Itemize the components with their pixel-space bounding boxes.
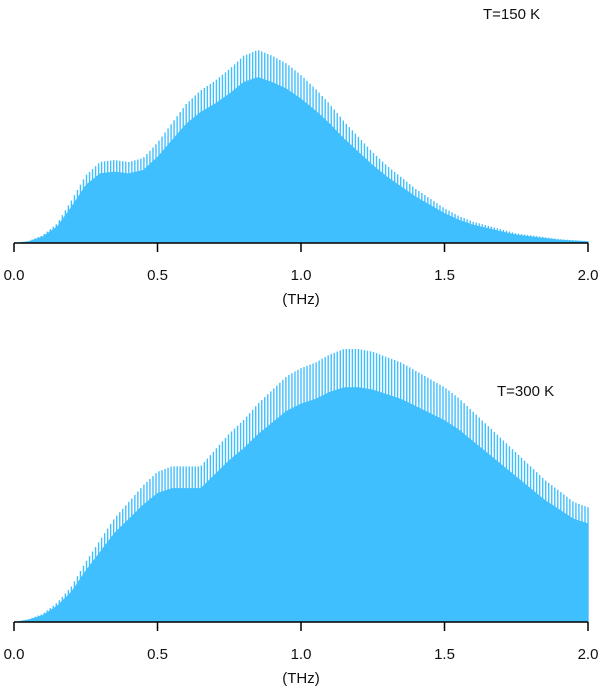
tick-label-0.5-t300: 0.5 bbox=[147, 646, 168, 663]
x-axis-title-t150: (THz) bbox=[282, 291, 320, 308]
x-axis-title-t300: (THz) bbox=[282, 670, 320, 687]
spectrum-area-t300 bbox=[14, 349, 589, 622]
tick-label-2.0-t300: 2.0 bbox=[578, 646, 599, 663]
spectrum-area-t150 bbox=[14, 50, 589, 243]
x-ticks-t300 bbox=[13, 622, 589, 631]
annotation-t150: T=150 K bbox=[483, 6, 540, 23]
tick-label-1.5-t300: 1.5 bbox=[434, 646, 455, 663]
x-ticks-t150 bbox=[13, 243, 589, 252]
spectrum-spikes-t150 bbox=[16, 50, 589, 243]
tick-label-2.0-t150: 2.0 bbox=[578, 267, 599, 284]
tick-label-0.0-t300: 0.0 bbox=[4, 646, 25, 663]
spectrum-spikes-t300 bbox=[16, 349, 589, 622]
tick-label-1.0-t150: 1.0 bbox=[291, 267, 312, 284]
panel-t150: 0.0 0.5 1.0 1.5 2.0 (THz) T=150 K bbox=[4, 6, 599, 308]
tick-label-0.0-t150: 0.0 bbox=[4, 267, 25, 284]
tick-label-1.0-t300: 1.0 bbox=[291, 646, 312, 663]
tick-label-1.5-t150: 1.5 bbox=[434, 267, 455, 284]
panel-t300: 0.0 0.5 1.0 1.5 2.0 (THz) T=300 K bbox=[4, 349, 599, 687]
tick-label-0.5-t150: 0.5 bbox=[147, 267, 168, 284]
annotation-t300: T=300 K bbox=[497, 383, 554, 400]
